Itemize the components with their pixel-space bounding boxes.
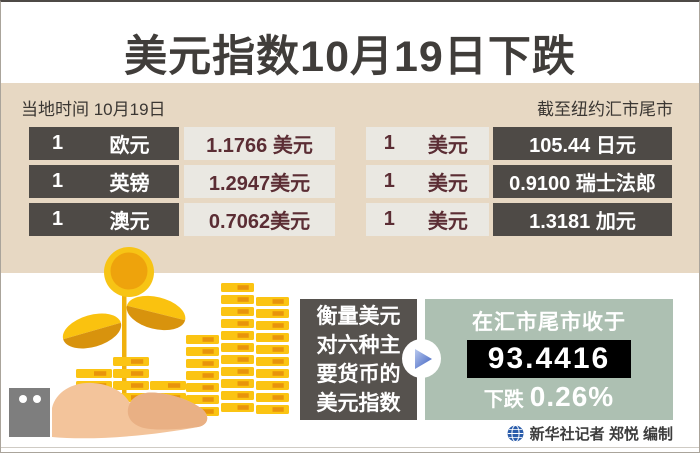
amount-label: 1 xyxy=(51,208,64,230)
xinhua-globe-icon xyxy=(507,425,524,442)
base-currency-cell: 1 英镑 xyxy=(29,165,179,198)
amount-label: 1 xyxy=(383,132,395,154)
currency-label: 美元 xyxy=(427,135,468,157)
change-line: 下跌 0.26% xyxy=(484,381,614,413)
measure-line: 要货币的 xyxy=(316,362,401,386)
base-currency-cell: 1 欧元 xyxy=(29,127,179,160)
credit-text: 新华社记者 郑悦 编制 xyxy=(529,426,673,443)
rate-value: 1.1766 美元 xyxy=(184,127,335,160)
base-currency-cell: 1 美元 xyxy=(366,127,489,160)
page-title: 美元指数10月19日下跌 xyxy=(124,33,576,81)
amount-label: 1 xyxy=(383,208,395,230)
credit-line: 新华社记者 郑悦 编制 xyxy=(507,423,673,444)
rate-table-left: 1 欧元 1.1766 美元 1 英镑 1.2947美元 1 澳元 xyxy=(29,127,335,236)
base-currency-cell: 1 美元 xyxy=(366,203,489,236)
currency-label: 英镑 xyxy=(109,173,150,195)
amount-label: 1 xyxy=(51,132,64,154)
rates-tables: 1 欧元 1.1766 美元 1 英镑 1.2947美元 1 澳元 xyxy=(29,127,672,236)
index-value: 93.4416 xyxy=(467,339,631,378)
market-cutoff-label: 截至纽约汇市尾市 xyxy=(537,100,673,119)
rate-value: 0.9100 瑞士法郎 xyxy=(493,165,672,198)
rate-value: 105.44 日元 xyxy=(493,127,672,160)
measure-line: 衡量美元 xyxy=(316,304,401,328)
cuff xyxy=(9,388,50,437)
base-currency-cell: 1 澳元 xyxy=(29,203,179,236)
rates-band: 当地时间 10月19日 截至纽约汇市尾市 1 欧元 1.1766 美元 1 英镑… xyxy=(1,83,699,273)
measure-line: 对六种主 xyxy=(316,333,401,357)
dollar-index-description: 衡量美元 对六种主 要货币的 美元指数 xyxy=(300,299,417,420)
table-row: 1 美元 1.3181 加元 xyxy=(366,203,672,236)
table-row: 1 英镑 1.2947美元 xyxy=(29,165,335,198)
table-row: 1 欧元 1.1766 美元 xyxy=(29,127,335,160)
amount-label: 1 xyxy=(383,170,395,192)
leaf-left xyxy=(62,313,122,349)
coins-plant-illustration xyxy=(9,247,289,439)
arrow-right-icon xyxy=(402,339,441,378)
change-value: 0.26% xyxy=(529,380,615,412)
currency-label: 澳元 xyxy=(109,211,150,233)
rate-value: 1.2947美元 xyxy=(184,165,335,198)
leaf-right xyxy=(126,295,186,331)
table-row: 1 澳元 0.7062美元 xyxy=(29,203,335,236)
currency-label: 美元 xyxy=(427,211,468,233)
amount-label: 1 xyxy=(51,170,64,192)
base-currency-cell: 1 美元 xyxy=(366,165,489,198)
rate-value: 0.7062美元 xyxy=(184,203,335,236)
rate-value: 1.3181 加元 xyxy=(493,203,672,236)
measure-line: 美元指数 xyxy=(316,391,401,415)
table-row: 1 美元 105.44 日元 xyxy=(366,127,672,160)
table-row: 1 美元 0.9100 瑞士法郎 xyxy=(366,165,672,198)
change-label: 下跌 xyxy=(483,388,524,411)
currency-label: 美元 xyxy=(427,173,468,195)
currency-label: 欧元 xyxy=(109,135,150,157)
close-label: 在汇市尾市收于 xyxy=(472,311,626,335)
local-time-label: 当地时间 10月19日 xyxy=(21,100,166,119)
rate-table-right: 1 美元 105.44 日元 1 美元 0.9100 瑞士法郎 1 美元 xyxy=(366,127,672,236)
index-result-panel: 在汇市尾市收于 93.4416 下跌 0.26% xyxy=(425,299,673,420)
bottom-divider xyxy=(1,447,699,448)
